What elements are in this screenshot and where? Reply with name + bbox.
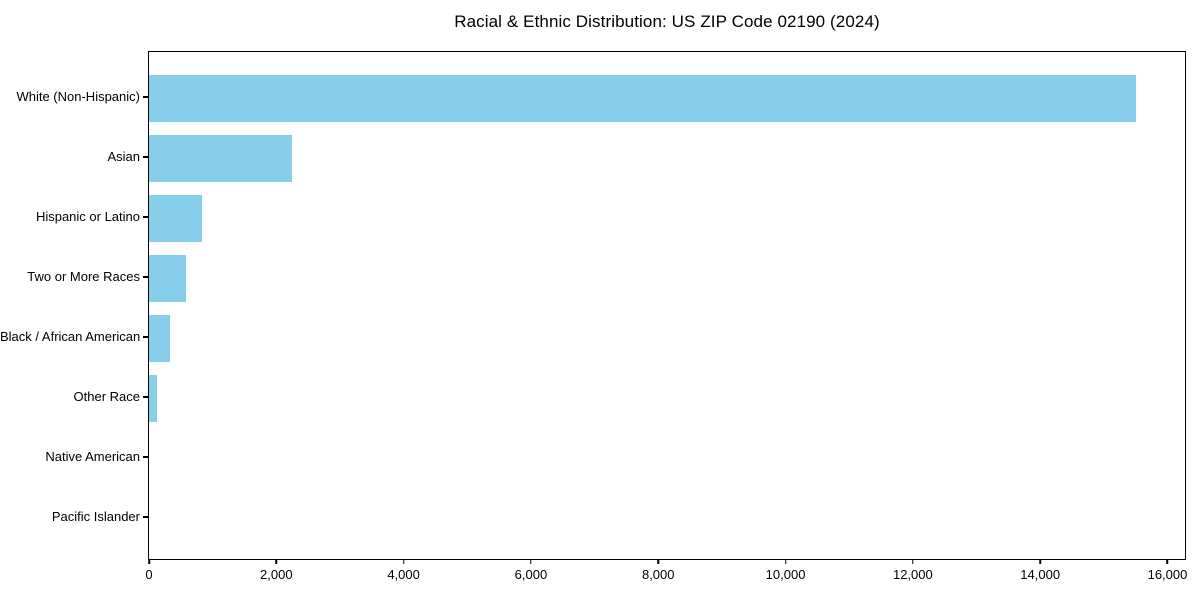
- plot-area: 0 2,000 4,000 6,000 8,000 10,000 12,000 14,000 1…: [145, 51, 1187, 582]
- bar: [149, 374, 158, 422]
- bar: [149, 74, 1136, 122]
- y-tick-mark: [143, 336, 148, 338]
- x-tick-label: 8,000: [641, 567, 675, 582]
- y-axis-label: Asian: [107, 149, 140, 164]
- bar: [149, 194, 202, 242]
- bar: [149, 314, 171, 362]
- x-tick-mark: [912, 559, 914, 564]
- x-tick-label: 6,000: [514, 567, 548, 582]
- y-tick-mark: [143, 276, 148, 278]
- y-axis-label: Hispanic or Latino: [35, 209, 140, 224]
- x-tick-label: 14,000: [1020, 567, 1061, 582]
- chart-title: Racial & Ethnic Distribution: US ZIP Cod…: [454, 12, 880, 31]
- x-tick-label: 16,000: [1147, 567, 1188, 582]
- y-axis-label: Two or More Races: [27, 269, 140, 284]
- x-tick-mark: [784, 559, 787, 564]
- y-tick-mark: [143, 456, 148, 458]
- x-tick-mark: [402, 559, 405, 564]
- y-tick-mark: [143, 216, 148, 218]
- x-tick-mark: [1166, 559, 1169, 564]
- y-tick-mark: [143, 156, 148, 158]
- x-tick-label: 2,000: [260, 567, 293, 582]
- y-tick-mark: [143, 96, 148, 98]
- x-tick-mark: [530, 559, 532, 564]
- x-tick-label: 10,000: [765, 567, 806, 582]
- y-axis-label: Other Race: [73, 389, 140, 404]
- x-tick-label: 12,000: [892, 567, 933, 582]
- y-axis-label: Black / African American: [0, 329, 141, 344]
- y-tick-mark: [143, 396, 148, 398]
- x-tick-mark: [657, 559, 659, 564]
- x-tick-mark: [148, 559, 150, 564]
- y-axis-label: White (Non-Hispanic): [16, 89, 140, 104]
- y-tick-mark: [143, 516, 148, 518]
- x-tick-mark: [275, 559, 278, 564]
- x-tick-label: 4,000: [387, 567, 420, 582]
- y-axis-label: Pacific Islander: [51, 509, 140, 524]
- y-axis-label: Native American: [45, 449, 140, 464]
- bar: [149, 254, 186, 302]
- x-tick-label: 0: [145, 567, 153, 582]
- bar: [149, 134, 293, 182]
- x-tick-mark: [1039, 559, 1041, 564]
